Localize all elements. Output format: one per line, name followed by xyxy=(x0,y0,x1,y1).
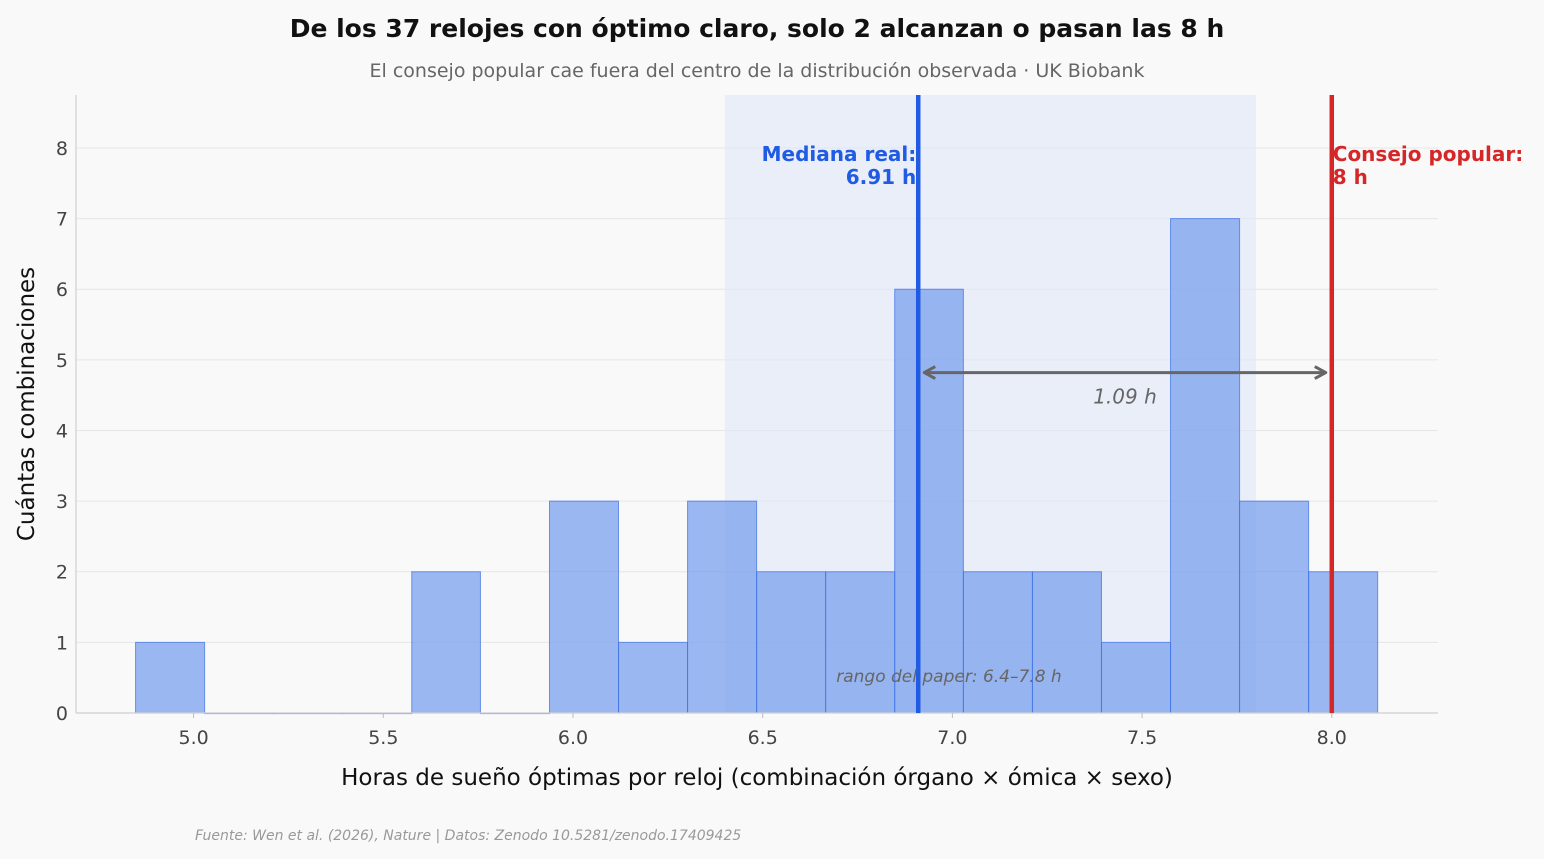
histogram-bar xyxy=(1031,571,1102,714)
annotations: Mediana real:6.91 h Consejo popular:8 h 1.… xyxy=(762,142,1524,687)
histogram-bar xyxy=(894,288,964,714)
histogram-bar xyxy=(1239,500,1310,714)
paper-range-label: rango del paper: 6.4–7.8 h xyxy=(836,667,1061,687)
median-value: 6.91 h xyxy=(846,165,917,189)
x-tick-label: 6.0 xyxy=(558,727,588,749)
tick-labels: 0 1 2 3 4 5 6 7 8 5.0 5.5 6.0 6.5 7.0 7.5 8.0 xyxy=(56,138,1347,749)
advice-label: Consejo popular: xyxy=(1333,142,1524,166)
gap-label: 1.09 h xyxy=(1093,385,1157,409)
histogram-bar xyxy=(825,571,896,714)
x-axis-label: Horas de sueño óptimas por reloj (combin… xyxy=(341,765,1173,791)
x-tick-label: 8.0 xyxy=(1317,727,1347,749)
reference-lines xyxy=(915,95,1335,713)
x-tick-label: 7.5 xyxy=(1127,727,1157,749)
y-tick-label: 0 xyxy=(56,703,68,725)
advice-value: 8 h xyxy=(1333,165,1368,189)
histogram-bar xyxy=(1170,218,1241,714)
y-tick-label: 8 xyxy=(56,138,68,160)
source-note: Fuente: Wen et al. (2026), Nature | Dato… xyxy=(195,828,741,844)
histogram-bar xyxy=(1308,571,1379,714)
histogram-bar xyxy=(411,571,481,714)
y-tick-label: 5 xyxy=(56,350,68,372)
y-tick-label: 4 xyxy=(56,420,68,442)
histogram-bar xyxy=(618,641,689,714)
median-label: Mediana real: xyxy=(762,142,917,166)
axes xyxy=(75,95,1438,718)
histogram-bar xyxy=(135,641,206,714)
histogram-bar xyxy=(1100,641,1172,714)
y-tick-label: 3 xyxy=(56,491,68,513)
histogram-bar xyxy=(756,571,827,714)
y-tick-label: 7 xyxy=(56,209,68,231)
x-tick-label: 5.5 xyxy=(368,727,398,749)
y-tick-label: 1 xyxy=(56,632,68,654)
gap-arrow-head-left xyxy=(922,365,936,380)
x-tick-label: 5.0 xyxy=(179,727,209,749)
histogram-bars xyxy=(135,218,1379,715)
x-tick-label: 7.0 xyxy=(937,727,967,749)
y-tick-label: 2 xyxy=(56,562,68,584)
y-axis-label: Cuántas combinaciones xyxy=(14,267,40,541)
histogram-bar xyxy=(962,571,1033,714)
histogram-bar xyxy=(687,500,758,714)
y-tick-label: 6 xyxy=(56,279,68,301)
histogram-bar xyxy=(548,500,620,714)
gap-arrow-head-right xyxy=(1314,365,1328,380)
chart-title: De los 37 relojes con óptimo claro, solo… xyxy=(290,14,1225,43)
chart-subtitle: El consejo popular cae fuera del centro … xyxy=(370,60,1145,82)
x-tick-label: 6.5 xyxy=(748,727,778,749)
